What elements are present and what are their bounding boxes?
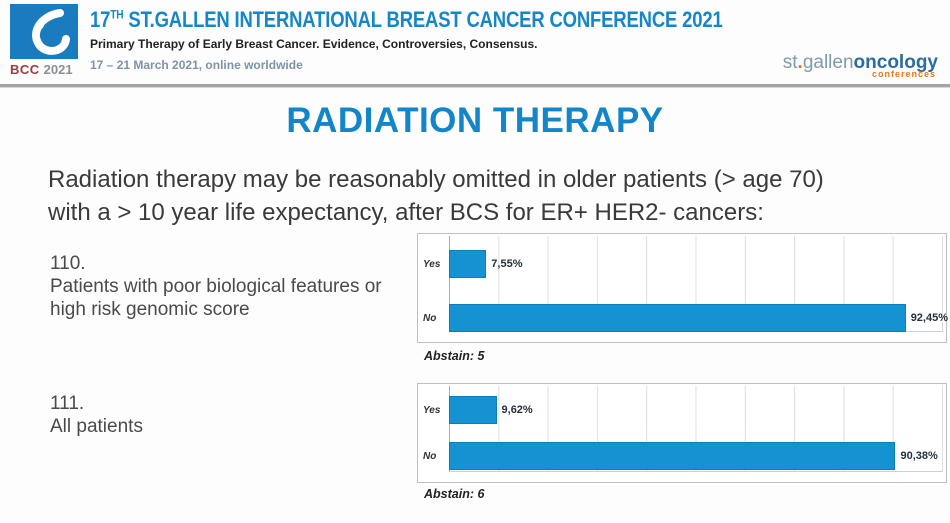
category-label-yes: Yes (423, 258, 441, 270)
bcc-logo: BCC 2021 (10, 4, 82, 77)
slide-title: RADIATION THERAPY (286, 101, 664, 140)
chart-row-yes: Yes 9,62% (418, 396, 943, 424)
value-label-no: 92,45% (910, 312, 948, 324)
value-label-no: 90,38% (900, 450, 938, 462)
bcc-swirl-icon (10, 4, 78, 59)
bar-yes (449, 250, 487, 278)
header-divider (0, 84, 950, 87)
poll-111-abstain: Abstain: 6 (424, 487, 485, 501)
bcc-logo-text: BCC (10, 62, 40, 77)
bar-track: 92,45% (449, 304, 948, 332)
chart-row-yes: Yes 7,55% (418, 250, 943, 278)
value-label-yes: 9,62% (501, 404, 533, 416)
category-label-yes: Yes (423, 404, 441, 416)
bar-no (449, 442, 896, 470)
bar-track: 7,55% (449, 250, 943, 278)
poll-111-number: 111. (50, 393, 85, 414)
category-label-no: No (423, 450, 437, 462)
question-line-1: Radiation therapy may be reasonably omit… (48, 166, 824, 193)
bar-track: 9,62% (449, 396, 943, 424)
value-label-yes: 7,55% (491, 258, 523, 270)
question-line-2: with a > 10 year life expectancy, after … (48, 199, 764, 226)
poll-110-bar-chart: Yes 7,55% No 92,45% (417, 233, 948, 343)
conference-dates: 17 – 21 March 2021, online worldwide (90, 58, 303, 72)
conference-title-rest: ST.GALLEN INTERNATIONAL BREAST CANCER CO… (123, 7, 723, 32)
question-text: Radiation therapy may be reasonably omit… (48, 163, 908, 229)
chart-row-no: No 90,38% (418, 442, 943, 470)
conference-subtitle: Primary Therapy of Early Breast Cancer. … (90, 37, 538, 51)
bar-track: 90,38% (449, 442, 943, 470)
poll-111-text-line1: All patients (50, 416, 143, 437)
bcc-logo-caption: BCC 2021 (10, 62, 82, 77)
conference-title-ordinal: TH (110, 7, 124, 22)
category-label-no: No (423, 312, 437, 324)
poll-111-label: 111. All patients (50, 392, 143, 438)
bar-yes (449, 396, 497, 424)
conference-title-number: 17 (90, 7, 111, 32)
logo-gallen: gallen (802, 52, 854, 73)
logo-conferences: conferences (871, 69, 936, 79)
poll-110-text-line2: high risk genomic score (50, 299, 250, 320)
poll-110-abstain: Abstain: 5 (424, 349, 485, 363)
logo-dot: . (797, 52, 803, 73)
logo-oncology: oncology (853, 52, 938, 73)
bcc-logo-year: 2021 (43, 62, 73, 77)
logo-st: st (782, 52, 798, 73)
poll-110-number: 110. (50, 253, 86, 274)
conference-title: 17TH ST.GALLEN INTERNATIONAL BREAST CANC… (90, 7, 723, 33)
stgallen-oncology-logo: st.gallenoncology conferences (782, 52, 938, 79)
bar-no (449, 304, 906, 332)
poll-111-bar-chart: Yes 9,62% No 90,38% (417, 383, 947, 483)
poll-110-text-line1: Patients with poor biological features o… (50, 276, 382, 297)
header-text: 17TH ST.GALLEN INTERNATIONAL BREAST CANC… (90, 7, 843, 72)
chart-row-no: No 92,45% (418, 304, 948, 332)
poll-110-label: 110. Patients with poor biological featu… (50, 252, 382, 321)
